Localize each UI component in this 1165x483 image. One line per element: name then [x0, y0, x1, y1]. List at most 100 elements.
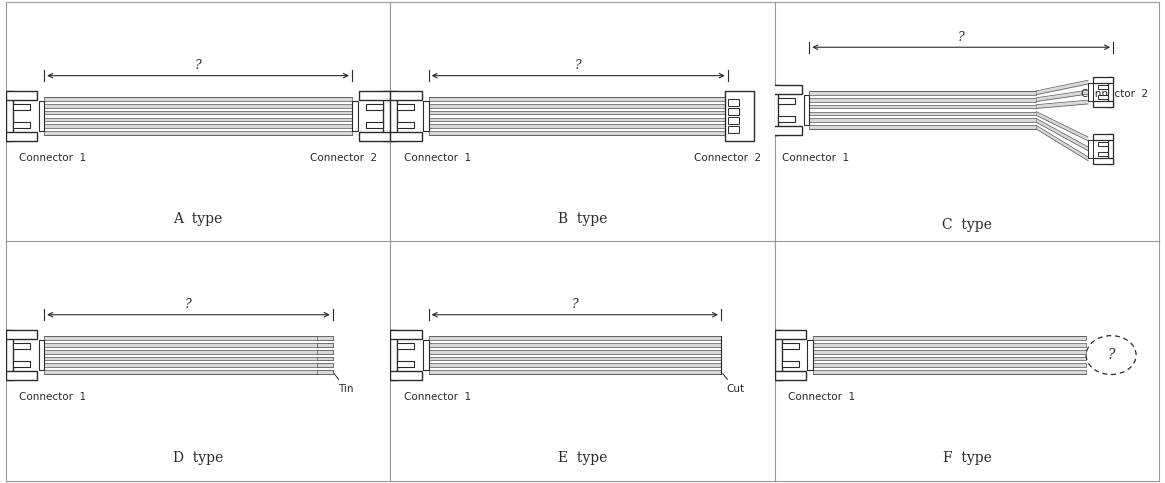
Bar [44, 117, 352, 121]
Bar [423, 101, 429, 131]
Bar [317, 336, 333, 340]
Bar [44, 356, 333, 360]
Bar [1108, 134, 1113, 164]
Bar [810, 125, 1036, 129]
Bar [429, 125, 725, 128]
Bar [1097, 85, 1108, 89]
Bar [429, 111, 725, 114]
Bar [429, 97, 725, 100]
Bar [390, 91, 397, 142]
Bar [1097, 152, 1108, 156]
Bar [1097, 142, 1108, 146]
Bar [317, 343, 333, 347]
Bar [44, 111, 352, 114]
Text: Connector  1: Connector 1 [404, 392, 471, 402]
Bar [397, 104, 415, 110]
Bar [38, 101, 44, 131]
Bar [6, 91, 13, 142]
Bar [429, 343, 721, 347]
Text: F  type: F type [942, 451, 991, 465]
Bar [429, 131, 725, 135]
Bar [728, 99, 739, 106]
Bar [397, 361, 415, 367]
Text: Connector  1: Connector 1 [20, 153, 86, 163]
Text: Connector  2: Connector 2 [1080, 89, 1148, 99]
Bar [423, 340, 429, 370]
Text: ?: ? [574, 59, 581, 72]
Bar [317, 370, 333, 374]
Text: E  type: E type [558, 451, 607, 465]
Bar [429, 350, 721, 354]
Bar [1097, 95, 1108, 99]
Text: ?: ? [572, 298, 578, 311]
Bar [317, 350, 333, 354]
Bar [383, 91, 390, 142]
Bar [1108, 77, 1113, 107]
Bar [38, 340, 44, 370]
Bar [1093, 158, 1113, 164]
Bar [771, 85, 803, 94]
Bar [317, 356, 333, 360]
Bar [810, 98, 1036, 101]
Bar [1088, 83, 1093, 101]
Bar [810, 118, 1036, 122]
Bar [1093, 134, 1113, 140]
Text: ?: ? [185, 298, 192, 311]
Bar [44, 343, 333, 347]
Text: ?: ? [958, 30, 965, 43]
Text: Tin: Tin [334, 374, 354, 395]
Bar [1088, 140, 1093, 158]
Bar [782, 361, 799, 367]
Text: B  type: B type [558, 212, 607, 226]
Bar [813, 364, 1086, 367]
Bar [728, 117, 739, 124]
Bar [13, 343, 30, 349]
Text: Connector  1: Connector 1 [404, 153, 471, 163]
Bar [6, 91, 37, 99]
Bar [359, 132, 390, 142]
Bar [6, 132, 37, 142]
Text: Connector  2: Connector 2 [310, 153, 376, 163]
Bar [6, 371, 37, 381]
Bar [728, 126, 739, 133]
Bar [775, 371, 806, 381]
Bar [6, 330, 13, 381]
Bar [44, 370, 333, 374]
Bar [317, 364, 333, 367]
Bar [44, 336, 333, 340]
Bar [44, 125, 352, 128]
Bar [390, 371, 422, 381]
Text: Connector  1: Connector 1 [783, 153, 849, 163]
Bar [397, 122, 415, 128]
Bar [813, 336, 1086, 340]
Bar [352, 101, 358, 131]
Bar [429, 117, 725, 121]
Bar [813, 370, 1086, 374]
Bar [366, 104, 383, 110]
Bar [813, 350, 1086, 354]
Text: Connector  1: Connector 1 [789, 392, 855, 402]
Text: C  type: C type [942, 218, 991, 232]
Bar [44, 364, 333, 367]
Text: D  type: D type [172, 451, 224, 465]
Bar [778, 98, 795, 104]
Bar [810, 105, 1036, 109]
Bar [44, 350, 333, 354]
Bar [390, 330, 397, 381]
Bar [44, 104, 352, 108]
Text: Cut: Cut [722, 374, 744, 395]
Bar [397, 343, 415, 349]
Bar [813, 356, 1086, 360]
Bar [775, 330, 782, 381]
Bar [813, 343, 1086, 347]
Bar [804, 95, 810, 125]
Text: ?: ? [1108, 348, 1115, 362]
Bar [13, 104, 30, 110]
Bar [390, 132, 422, 142]
Text: Connector  1: Connector 1 [20, 392, 86, 402]
Bar [366, 122, 383, 128]
Bar [782, 343, 799, 349]
Bar [429, 336, 721, 340]
Bar [725, 91, 754, 142]
Bar [390, 330, 422, 339]
